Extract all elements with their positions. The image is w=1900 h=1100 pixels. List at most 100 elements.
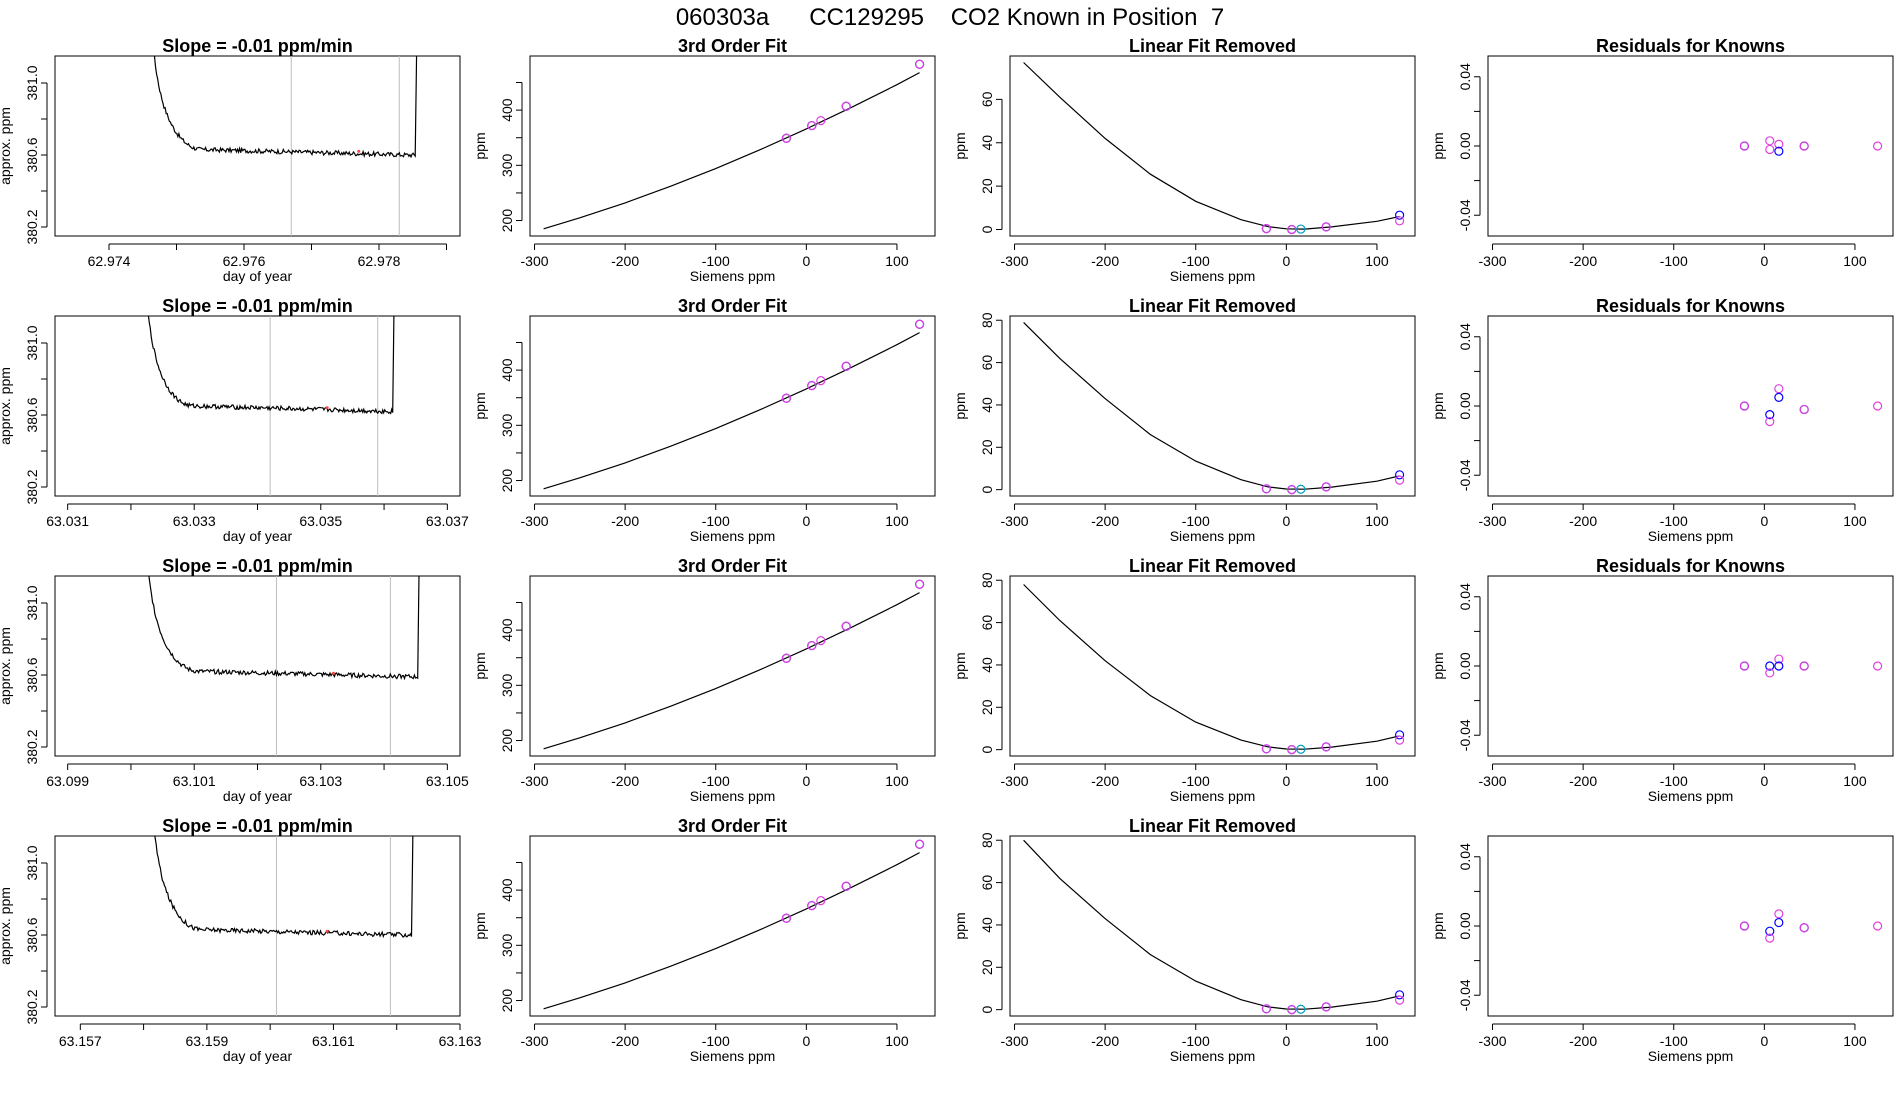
data-point (1296, 744, 1306, 754)
panel-1-1: 3rd Order Fit -300 -200 -100 0 100 Siemens ppm… (472, 296, 936, 544)
y-tick-label: 380.2 (24, 469, 40, 504)
data-point (1765, 416, 1775, 427)
panel-1-0: Slope = -0.01 ppm/min 63.031 63.033 63.035 6… (0, 296, 469, 544)
x-tick-label: 100 (1365, 513, 1389, 529)
data-point (1799, 404, 1809, 415)
panel-2-1: 3rd Order Fit -300 -200 -100 0 100 Siemens ppm… (472, 556, 936, 804)
x-tick-label: 63.163 (439, 1033, 482, 1049)
x-tick-label: -200 (611, 513, 639, 529)
x-tick-label: -200 (1569, 1033, 1597, 1049)
fit-curve (1023, 839, 1400, 1010)
y-tick-label: 40 (979, 917, 995, 933)
data-layer (148, 576, 420, 756)
data-point (914, 839, 925, 849)
data-point (781, 133, 792, 143)
x-axis-label: Siemens ppm (690, 788, 776, 804)
data-layer (1023, 321, 1405, 495)
x-tick-label: 100 (1843, 1033, 1867, 1049)
panel-title: Slope = -0.01 ppm/min (162, 36, 353, 56)
data-point (1261, 484, 1272, 494)
data-point (1765, 668, 1775, 678)
data-point (1872, 141, 1883, 151)
y-tick-label: 380.2 (24, 209, 40, 244)
data-point (1774, 384, 1784, 394)
data-point (807, 900, 817, 911)
data-point (1321, 482, 1331, 492)
y-tick-label: 200 (499, 209, 515, 233)
panel-2-3: Residuals for Knowns -300 -200 -100 0 100 Siem… (1430, 556, 1894, 804)
panel-title: 3rd Order Fit (678, 296, 787, 316)
y-tick-label: 20 (979, 439, 995, 455)
x-tick-label: -200 (611, 773, 639, 789)
data-point (1872, 661, 1883, 671)
data-point (1799, 141, 1809, 151)
data-point (781, 653, 792, 663)
y-tick-label: 40 (979, 657, 995, 673)
x-axis-label: Siemens ppm (690, 528, 776, 544)
panel-title: Residuals for Knowns (1596, 556, 1785, 576)
y-tick-label: 80 (979, 312, 995, 328)
page-title-run: 060303a (675, 4, 770, 31)
panel-3-0: Slope = -0.01 ppm/min 63.157 63.159 63.161 6… (0, 816, 482, 1064)
data-point (1774, 917, 1784, 928)
y-tick-label: 400 (499, 358, 515, 382)
panel-1-3: Residuals for Knowns -300 -200 -100 0 100 Siem… (1430, 296, 1894, 544)
y-axis-label: ppm (1430, 912, 1446, 939)
y-tick-label: 80 (979, 572, 995, 588)
plot-frame (1487, 575, 1894, 757)
x-tick-label: 63.103 (299, 773, 342, 789)
y-tick-label: 0 (979, 1006, 995, 1014)
trace-highlight (325, 406, 329, 410)
data-layer (1739, 909, 1883, 943)
y-tick-label: 380.6 (24, 917, 40, 952)
x-tick-label: -200 (1091, 513, 1119, 529)
x-tick-label: -300 (1479, 513, 1507, 529)
data-layer (1739, 654, 1883, 678)
data-layer (543, 319, 925, 490)
y-tick-label: 20 (979, 959, 995, 975)
data-point (914, 579, 925, 589)
y-tick-label: 20 (979, 178, 995, 194)
data-point (1287, 224, 1297, 235)
y-tick-label: -0.04 (1457, 719, 1473, 751)
x-tick-label: -300 (521, 773, 549, 789)
ppm-trace (153, 56, 418, 159)
panel-title: Linear Fit Removed (1129, 816, 1296, 836)
x-tick-label: -100 (1182, 253, 1210, 269)
plot-frame (1009, 575, 1416, 757)
x-tick-label: 63.037 (426, 513, 469, 529)
panel-0-1: 3rd Order Fit -300 -200 -100 0 100 Siemens ppm… (472, 36, 936, 284)
data-point (841, 881, 851, 891)
y-tick-label: 400 (499, 98, 515, 122)
plot-frame (54, 315, 461, 497)
x-tick-label: 100 (885, 1033, 909, 1049)
panel-2-2: Linear Fit Removed -300 -200 -100 0 100 Siemen… (952, 556, 1416, 804)
x-tick-label: -300 (521, 513, 549, 529)
x-tick-label: -200 (1569, 513, 1597, 529)
y-axis-label: ppm (472, 912, 488, 939)
x-tick-label: -300 (521, 1033, 549, 1049)
x-tick-label: 0 (1282, 253, 1290, 269)
fit-curve (543, 332, 920, 490)
x-tick-label: 0 (802, 513, 810, 529)
panel-0-2: Linear Fit Removed -300 -200 -100 0 100 Siemen… (952, 36, 1416, 284)
x-tick-label: -300 (1001, 513, 1029, 529)
x-tick-label: -100 (702, 253, 730, 269)
plot-frame (1009, 835, 1416, 1017)
panel-3-3: -300 -200 -100 0 100 Siemens ppm -0.04 0.00 0.04… (1430, 835, 1894, 1064)
x-tick-label: -200 (1091, 773, 1119, 789)
data-point (781, 913, 792, 923)
data-point (1321, 222, 1331, 232)
data-layer (1023, 584, 1405, 755)
fit-curve (543, 592, 920, 750)
x-axis-label: day of year (223, 1048, 293, 1064)
x-tick-label: 100 (885, 253, 909, 269)
x-axis-label: day of year (223, 788, 293, 804)
plot-frame (529, 835, 936, 1017)
x-tick-label: 100 (1843, 773, 1867, 789)
y-tick-label: 380.2 (24, 729, 40, 764)
y-axis-label: ppm (952, 392, 968, 419)
data-layer (1739, 136, 1883, 156)
data-layer (1023, 62, 1405, 235)
panel-2-0: Slope = -0.01 ppm/min 63.099 63.101 63.103 6… (0, 556, 469, 804)
